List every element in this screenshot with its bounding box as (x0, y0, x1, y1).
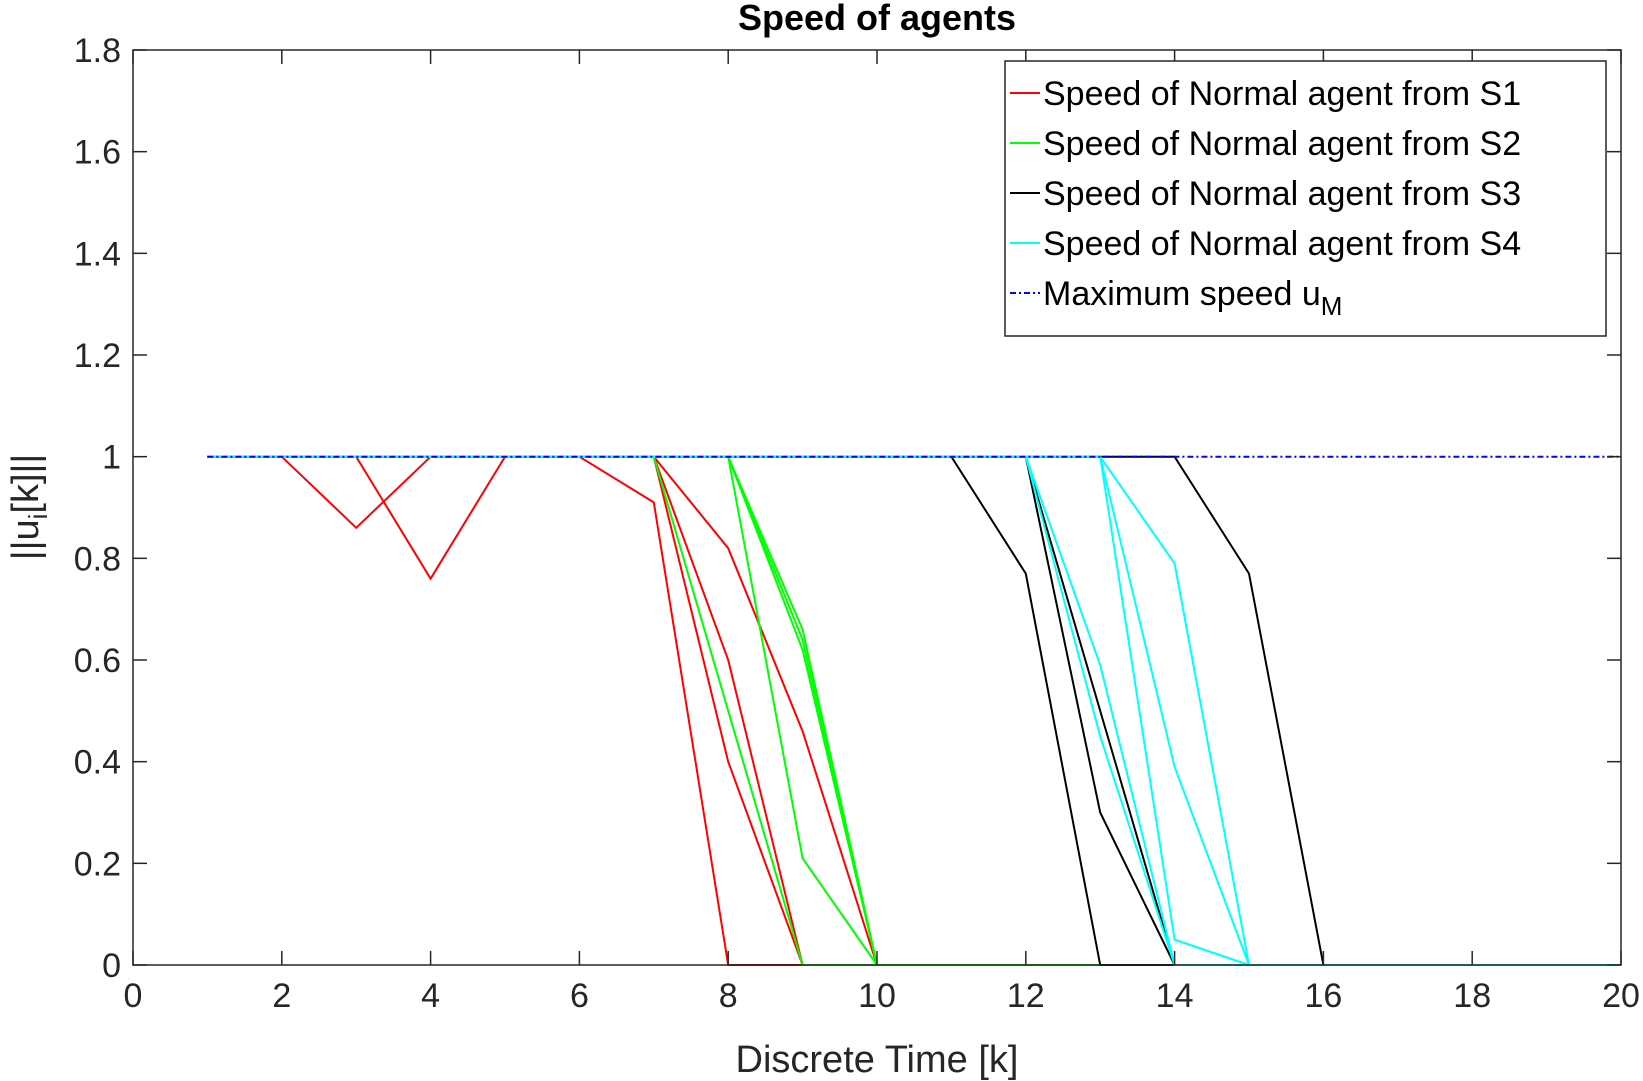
y-tick-label: 0.6 (74, 642, 121, 680)
legend-label-text: Maximum speed u (1043, 275, 1321, 313)
x-tick-label: 4 (421, 977, 440, 1015)
legend-label-text: Speed of Normal agent from S4 (1043, 225, 1521, 263)
x-tick-label: 6 (570, 977, 589, 1015)
legend-label-1: Speed of Normal agent from S1 (1043, 75, 1521, 113)
legend-label-text: Speed of Normal agent from S1 (1043, 75, 1521, 113)
y-tick-label: 0.2 (74, 845, 121, 883)
y-tick-label: 1.8 (74, 32, 121, 70)
legend-label-2: Speed of Normal agent from S2 (1043, 125, 1521, 163)
legend-label-text: Speed of Normal agent from S2 (1043, 125, 1521, 163)
axes-layer: 0 2 4 6 8 10 12 14 16 18 20 0 0.2 0.4 0.6 0.8 1 1.2 1.4 1.6… (74, 32, 1640, 1015)
x-tick-label: 0 (124, 977, 143, 1015)
x-tick-label: 16 (1304, 977, 1342, 1015)
y-axis-label-pre: ||u (5, 519, 47, 560)
legend-label-5: Maximum speed uM (1043, 275, 1342, 321)
x-tick-label: 10 (858, 977, 896, 1015)
y-tick-label: 1.2 (74, 337, 121, 375)
chart-title: Speed of agents (738, 0, 1016, 38)
x-tick-label: 8 (719, 977, 738, 1015)
y-tick-label: 1.4 (74, 235, 121, 273)
y-tick-label: 0.4 (74, 744, 121, 782)
legend-label-3: Speed of Normal agent from S3 (1043, 175, 1521, 213)
legend-label-sub: M (1321, 291, 1343, 321)
legend-label-4: Speed of Normal agent from S4 (1043, 225, 1521, 263)
x-tick-label: 2 (272, 977, 291, 1015)
x-tick-label: 12 (1007, 977, 1045, 1015)
y-axis-label-post: [k]|| (5, 454, 47, 514)
y-tick-label: 1 (102, 439, 121, 477)
legend: Speed of Normal agent from S1 Speed of No… (1004, 60, 1607, 337)
legend-label-text: Speed of Normal agent from S3 (1043, 175, 1521, 213)
x-tick-label: 20 (1602, 977, 1640, 1015)
y-tick-label: 0 (102, 947, 121, 985)
x-tick-label: 18 (1453, 977, 1491, 1015)
y-axis-label-sub: i (23, 514, 53, 520)
x-axis-label: Discrete Time [k] (736, 1039, 1019, 1081)
y-tick-label: 0.8 (74, 540, 121, 578)
y-tick-label: 1.6 (74, 134, 121, 172)
x-tick-label: 14 (1156, 977, 1194, 1015)
y-axis-label: ||ui[k]|| (5, 454, 53, 561)
legend-box (1004, 60, 1607, 337)
